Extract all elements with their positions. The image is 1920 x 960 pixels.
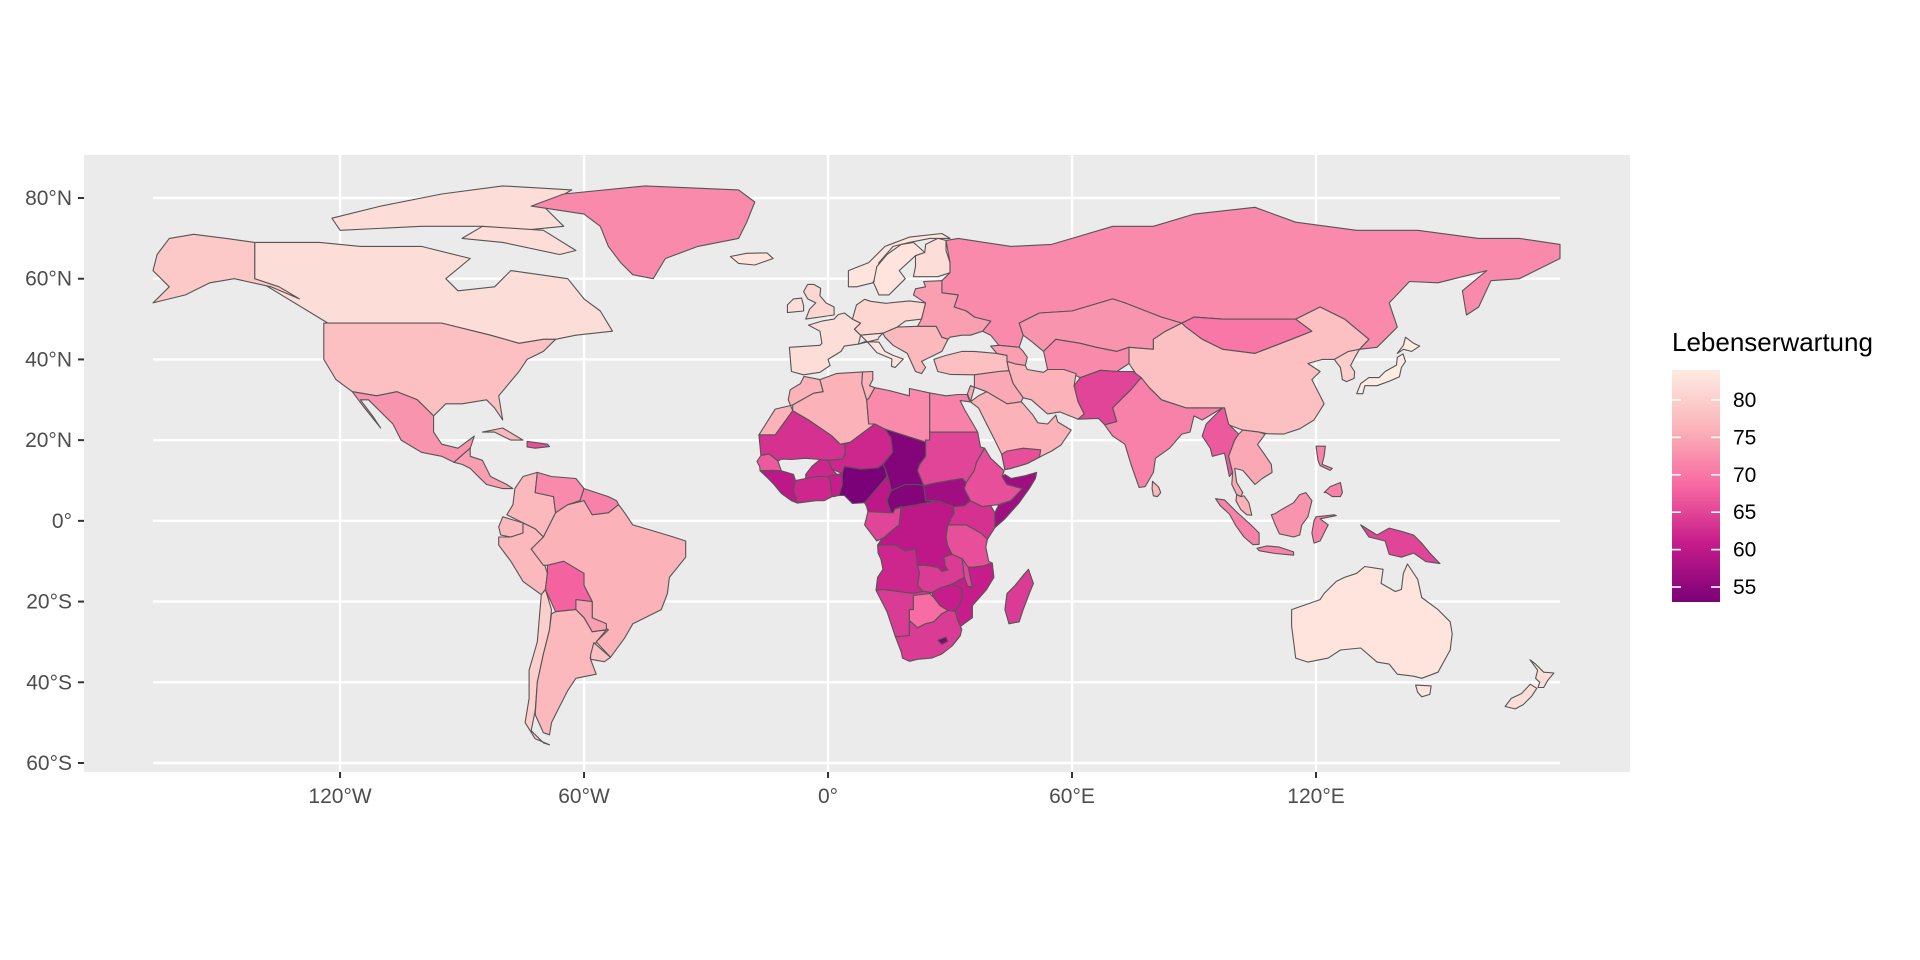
region-borneo	[1270, 492, 1313, 538]
region-central-america	[453, 447, 514, 490]
region-alaska	[152, 233, 300, 304]
legend-title: Lebenserwartung	[1672, 327, 1873, 357]
region-japan	[1356, 353, 1407, 395]
legend-colorbar	[1672, 370, 1720, 602]
y-tick-label: 40°N	[25, 348, 72, 371]
x-axis-longitude: 120°W 60°W 0° 60°E 120°E	[308, 772, 1345, 808]
region-ireland	[786, 297, 805, 314]
legend: Lebenserwartung 80 75 70 65 60 55	[1672, 327, 1873, 602]
region-hispaniola	[526, 440, 551, 449]
region-somalia	[994, 471, 1038, 529]
legend-label: 70	[1733, 464, 1756, 487]
region-lesotho	[937, 636, 949, 645]
region-cote-d-ivoire-ghana	[792, 475, 833, 504]
region-sumatra	[1215, 498, 1260, 546]
region-new-guinea	[1360, 524, 1441, 565]
region-mexico	[351, 391, 475, 463]
axes: 80°N 60°N 40°N 20°N 0° 20°S 40°S 60°S 120°W 60°W…	[25, 187, 1345, 808]
y-tick-label: 20°N	[25, 429, 72, 452]
region-new-zealand-south	[1504, 683, 1538, 710]
legend-label: 65	[1733, 501, 1756, 524]
region-iceland	[729, 252, 774, 266]
y-tick-label: 20°S	[26, 591, 72, 614]
region-malay-peninsula	[1235, 494, 1253, 516]
region-sri-lanka	[1151, 480, 1162, 498]
region-yemen	[1001, 447, 1042, 471]
y-tick-label: 40°S	[26, 671, 72, 694]
country-polygons	[152, 185, 1561, 746]
region-baffin-island	[461, 225, 577, 256]
region-caucasus	[990, 344, 1028, 367]
legend-label: 80	[1733, 389, 1756, 412]
region-australia	[1291, 563, 1453, 679]
region-mindanao	[1323, 481, 1343, 498]
legend-ticks: 80 75 70 65 60 55	[1672, 389, 1756, 599]
y-tick-label: 60°N	[25, 268, 72, 291]
region-tasmania	[1415, 684, 1432, 698]
region-luzon	[1315, 445, 1333, 471]
region-new-zealand-north	[1529, 659, 1555, 689]
y-tick-label: 80°N	[25, 187, 72, 210]
y-tick-label: 0°	[52, 510, 72, 533]
legend-label: 60	[1733, 539, 1756, 562]
y-tick-label: 60°S	[26, 752, 72, 775]
region-sulawesi	[1311, 514, 1337, 544]
region-uruguay	[590, 642, 612, 663]
region-burkina-faso	[805, 458, 838, 480]
region-arabian-peninsula	[969, 391, 1072, 471]
region-korea	[1333, 348, 1361, 383]
region-finland	[912, 237, 951, 278]
x-tick-label: 0°	[818, 785, 838, 808]
legend-label: 55	[1733, 576, 1756, 599]
region-nigeria	[838, 463, 888, 505]
region-madagascar	[1004, 568, 1034, 625]
region-italy	[857, 332, 904, 369]
x-tick-label: 60°W	[558, 785, 610, 808]
x-tick-label: 60°E	[1049, 785, 1095, 808]
region-cuba	[481, 427, 524, 441]
region-greenland	[530, 185, 756, 280]
x-tick-label: 120°E	[1287, 785, 1344, 808]
y-axis-latitude: 80°N 60°N 40°N 20°N 0° 20°S 40°S 60°S	[25, 187, 84, 775]
region-java	[1256, 545, 1295, 556]
region-argentina	[534, 609, 607, 736]
region-india	[1104, 377, 1224, 488]
x-tick-label: 120°W	[308, 785, 371, 808]
region-hokkaido	[1396, 336, 1421, 354]
region-eastern-europe	[912, 280, 992, 340]
region-south-africa	[894, 609, 963, 662]
legend-label: 75	[1733, 426, 1756, 449]
region-great-britain	[803, 283, 835, 320]
